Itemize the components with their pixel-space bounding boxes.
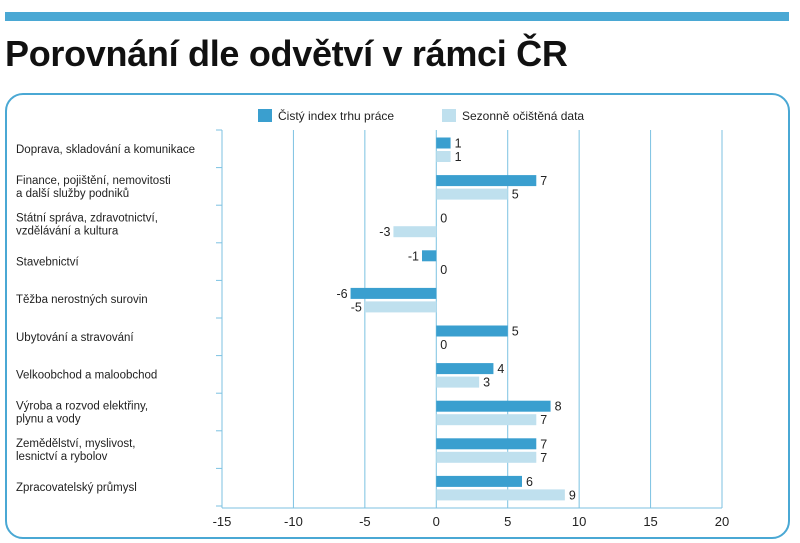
category-label: a další služby podniků [16, 188, 129, 200]
bar-seasonally-adjusted [393, 226, 437, 238]
bar-net-index [436, 325, 508, 337]
data-label: 0 [440, 212, 447, 226]
x-tick-label: 0 [433, 514, 440, 529]
chart-panel [5, 93, 790, 539]
category-label: Těžba nerostných surovin [16, 294, 148, 306]
data-label: 7 [540, 413, 547, 427]
category-label: plynu a vody [16, 414, 81, 426]
bar-seasonally-adjusted [436, 451, 537, 463]
data-label: 1 [455, 150, 462, 164]
data-label: 7 [540, 437, 547, 451]
legend-swatch [442, 109, 456, 122]
data-label: -1 [408, 249, 419, 263]
category-label: lesnictví a rybolov [16, 451, 108, 463]
x-tick-label: -15 [213, 514, 232, 529]
bar-net-index [436, 175, 537, 187]
x-tick-label: -10 [284, 514, 303, 529]
x-tick-label: 20 [715, 514, 729, 529]
data-label: 5 [512, 188, 519, 202]
x-tick-label: -5 [359, 514, 371, 529]
data-label: 1 [455, 137, 462, 151]
category-label: Stavebnictví [16, 257, 79, 269]
category-label: vzdělávání a kultura [16, 226, 119, 238]
data-label: 0 [440, 263, 447, 277]
bar-net-index [436, 438, 537, 450]
bar-net-index [422, 250, 437, 262]
bar-net-index [436, 475, 522, 487]
bar-seasonally-adjusted [436, 188, 508, 200]
bar-seasonally-adjusted [436, 376, 480, 388]
legend-swatch [258, 109, 272, 122]
bar-net-index [436, 363, 494, 375]
data-label: -3 [379, 225, 390, 239]
bar-seasonally-adjusted [436, 489, 565, 501]
category-label: Výroba a rozvod elektřiny, [16, 401, 148, 413]
bar-net-index [436, 400, 551, 412]
bar-seasonally-adjusted [364, 301, 437, 313]
data-label: 8 [555, 400, 562, 414]
header-accent-bar [5, 12, 789, 21]
legend-label: Sezonně očištěná data [462, 109, 584, 123]
data-label: 6 [526, 475, 533, 489]
data-label: 7 [540, 451, 547, 465]
bar-seasonally-adjusted [436, 151, 451, 162]
bar-seasonally-adjusted [436, 414, 537, 426]
category-label: Zemědělství, myslivost, [16, 438, 136, 450]
data-label: -5 [351, 300, 362, 314]
x-tick-label: 15 [643, 514, 657, 529]
category-label: Velkoobchod a maloobchod [16, 369, 157, 381]
data-label: 3 [483, 376, 490, 390]
data-label: 5 [512, 325, 519, 339]
x-tick-label: 10 [572, 514, 586, 529]
data-label: 0 [440, 338, 447, 352]
category-label: Finance, pojištění, nemovitosti [16, 175, 171, 187]
data-label: 9 [569, 488, 576, 502]
bar-net-index [436, 137, 451, 149]
category-label: Doprava, skladování a komunikace [16, 144, 195, 156]
page-title: Porovnání dle odvětví v rámci ČR [5, 33, 568, 74]
category-label: Zpracovatelský průmysl [16, 482, 137, 494]
bar-net-index [350, 287, 437, 299]
x-tick-label: 5 [504, 514, 511, 529]
category-label: Ubytování a stravování [16, 332, 134, 344]
legend-label: Čistý index trhu práce [278, 108, 394, 123]
data-label: 4 [497, 362, 504, 376]
category-label: Státní správa, zdravotnictví, [16, 213, 158, 225]
data-label: -6 [336, 287, 347, 301]
data-label: 7 [540, 174, 547, 188]
